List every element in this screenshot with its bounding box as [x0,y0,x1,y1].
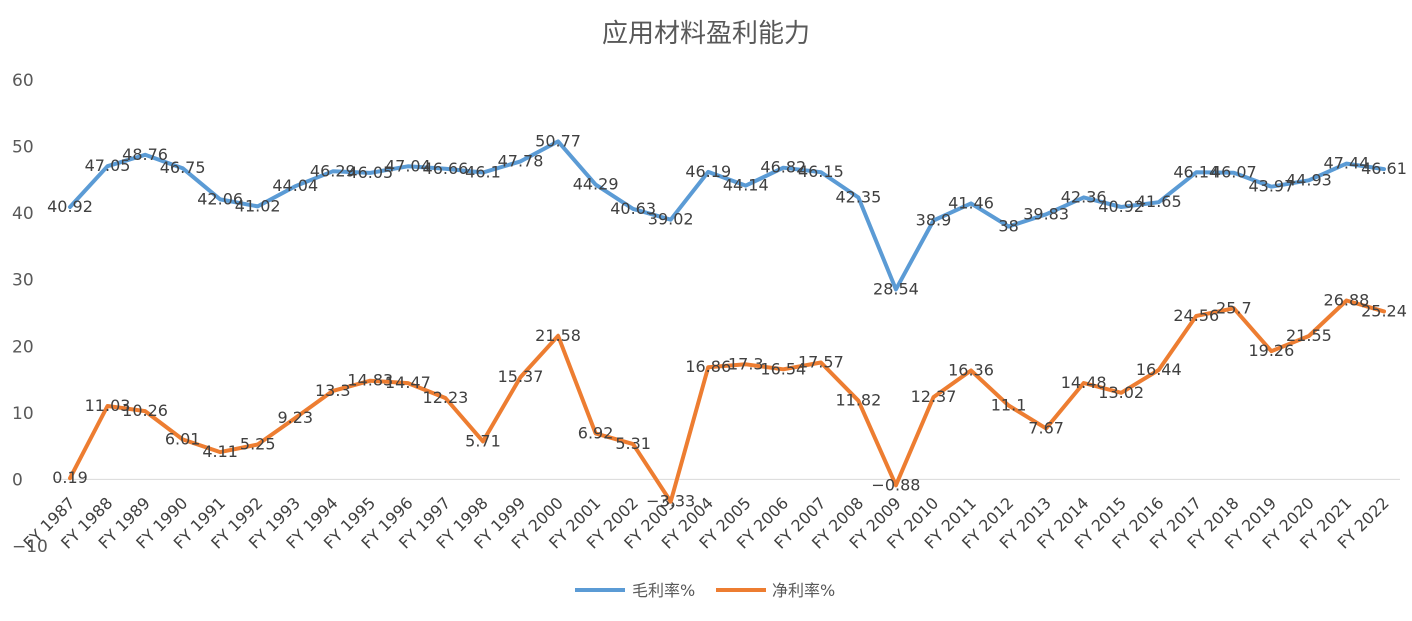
y-tick-label: 40 [12,204,34,224]
data-label: 11.1 [991,396,1027,415]
data-label: 19.26 [1248,341,1294,360]
data-label: 46.19 [685,162,731,181]
y-tick-label: 0 [12,470,23,490]
data-label: 44.93 [1286,170,1332,189]
data-label: 16.44 [1136,360,1182,379]
data-label: 25.7 [1216,298,1252,317]
y-tick-label: 30 [12,271,34,291]
y-tick-label: −10 [12,537,48,557]
y-tick-label: 60 [12,71,34,91]
series-lines [68,139,1386,504]
data-label: −3.33 [646,492,695,511]
series-line-gross-margin [68,139,1386,292]
data-label: 46.75 [160,158,206,177]
data-label: 16.86 [685,357,731,376]
data-label: 44.14 [723,176,769,195]
data-label: 28.54 [873,279,919,298]
data-label: 17.3 [728,354,764,373]
legend: 毛利率% 净利率% [575,581,835,600]
y-axis: −10 0 10 20 30 40 50 60 [12,71,48,557]
data-label: 5.25 [240,434,276,453]
data-label: 40.92 [47,197,93,216]
data-label: 40.63 [610,199,656,218]
data-label: 39.83 [1023,204,1069,223]
data-label: 14.47 [385,373,431,392]
data-label: 42.35 [835,187,881,206]
data-label: 13.02 [1098,383,1144,402]
data-label: 38 [998,216,1018,235]
data-label: 46.61 [1361,159,1407,178]
chart-title: 应用材料盈利能力 [602,19,810,49]
data-label: 21.55 [1286,326,1332,345]
data-label: 21.58 [535,326,581,345]
data-label: 24.56 [1173,306,1219,325]
data-label: 47.04 [385,156,431,175]
data-label: 14.83 [347,371,393,390]
legend-label-net-margin: 净利率% [772,581,835,600]
data-label: 42.06 [197,189,243,208]
data-label: 15.37 [498,367,544,386]
data-label: 46.05 [347,163,393,182]
data-label: 46.15 [798,162,844,181]
data-label: 41.46 [948,193,994,212]
data-label: 41.02 [235,196,281,215]
data-label: 46.66 [423,159,469,178]
data-label: 44.04 [272,176,318,195]
data-label: 46.14 [1173,162,1219,181]
data-label: 16.36 [948,361,994,380]
data-label: 46.07 [1211,163,1257,182]
data-label: 43.97 [1248,177,1294,196]
data-label: 26.88 [1324,290,1370,309]
data-label: 12.37 [911,387,957,406]
data-label: 16.54 [760,359,806,378]
y-tick-label: 20 [12,337,34,357]
legend-label-gross-margin: 毛利率% [632,581,695,600]
data-label: 40.92 [1098,197,1144,216]
data-label: 46.29 [310,161,356,180]
series-line-net-margin [68,298,1386,504]
data-label: 38.9 [916,210,952,229]
data-label: 4.11 [202,442,238,461]
data-label: 13.3 [315,381,351,400]
data-label: 10.26 [122,401,168,420]
data-label: 47.78 [498,151,544,170]
data-label: 42.36 [1061,187,1107,206]
data-label: 5.31 [615,434,651,453]
data-label: 41.65 [1136,192,1182,211]
data-label: 11.03 [85,396,131,415]
data-label: 0.19 [52,468,88,487]
data-label: 14.48 [1061,373,1107,392]
data-label: 17.57 [798,352,844,371]
data-label: 46.82 [760,158,806,177]
y-tick-label: 10 [12,404,34,424]
data-label: −0.88 [871,475,920,494]
data-label: 7.67 [1028,418,1064,437]
data-label: 5.71 [465,431,501,450]
data-label: 48.76 [122,145,168,164]
data-label: 6.01 [165,429,201,448]
data-label: 9.23 [277,408,313,427]
data-label: 47.44 [1324,154,1370,173]
data-label: 25.24 [1361,301,1407,320]
data-label: 47.05 [85,156,131,175]
data-label: 44.29 [573,175,619,194]
y-tick-label: 50 [12,138,34,158]
data-label: 12.23 [423,388,469,407]
data-label: 50.77 [535,131,581,150]
data-label: 46.1 [465,163,501,182]
data-label: 6.92 [578,423,614,442]
data-label: 39.02 [648,210,694,229]
data-label: 11.82 [835,391,881,410]
